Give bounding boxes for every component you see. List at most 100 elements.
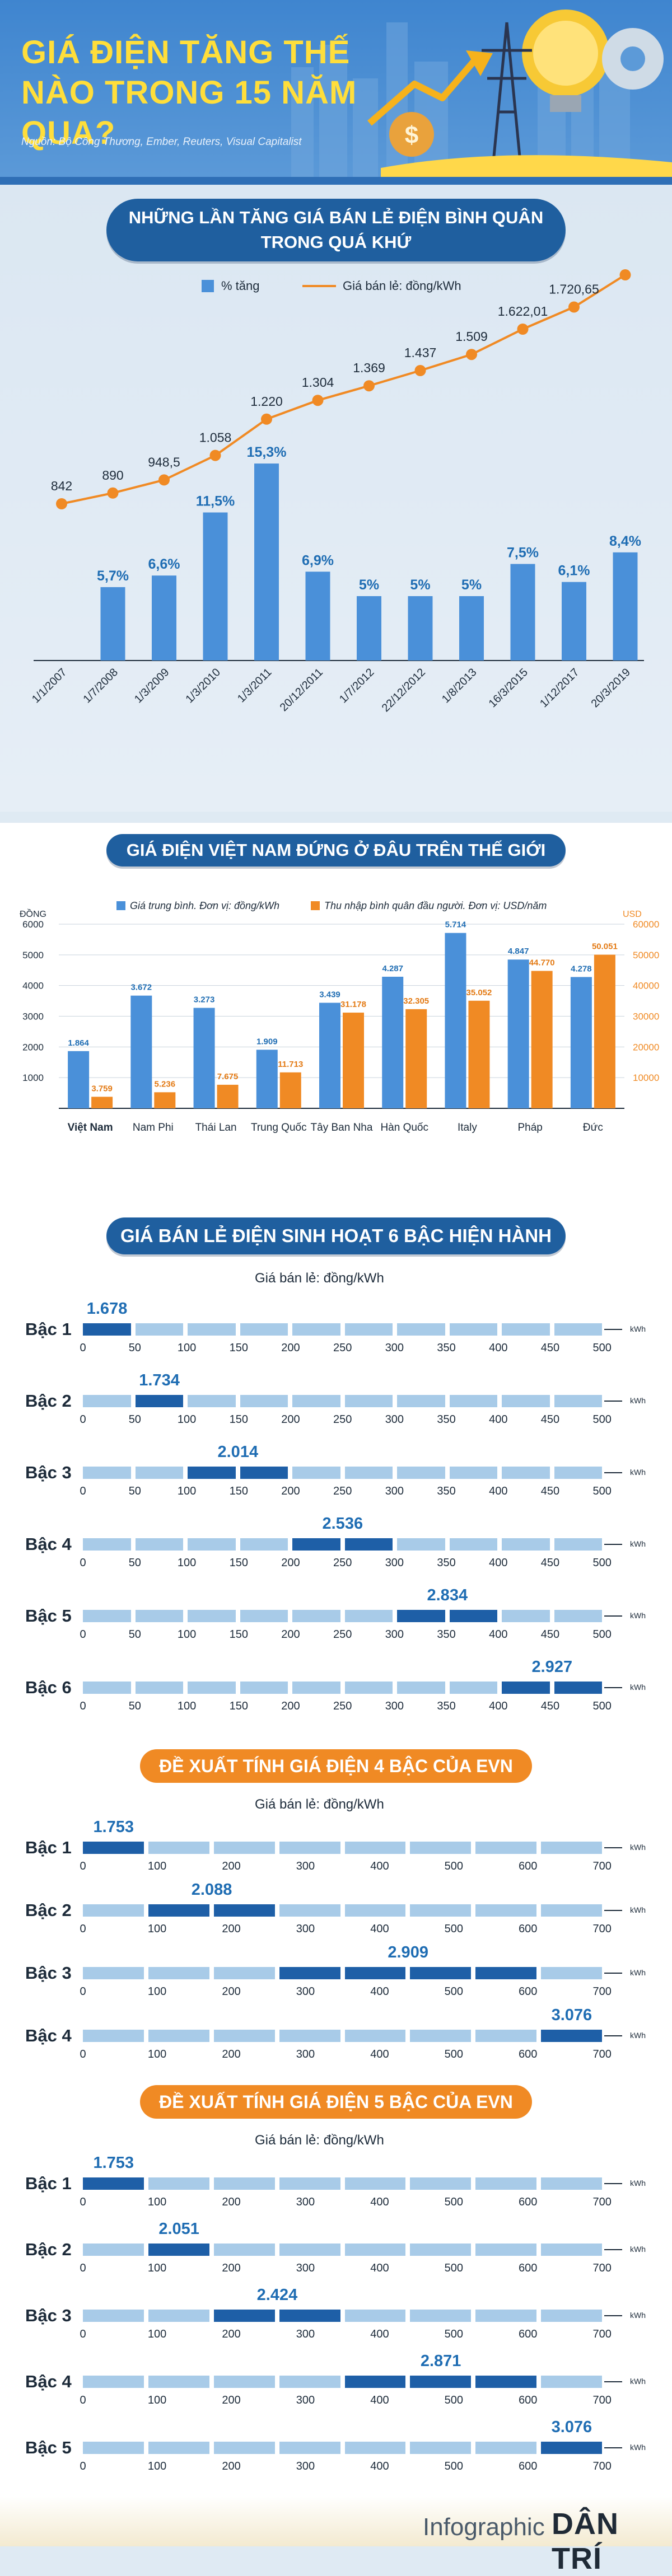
x-tick-label: Italy <box>458 1122 477 1134</box>
tier-label: Bậc 4 <box>25 1534 72 1554</box>
bar-label-income: 32.305 <box>403 996 429 1006</box>
tier-tick: 250 <box>333 1628 352 1641</box>
tier-tick: 0 <box>80 2048 86 2060</box>
unit-label-4tier: Giá bán lẻ: đồng/kWh <box>255 1797 384 1812</box>
tier-segment <box>240 1323 288 1336</box>
right-tick-label: 50000 <box>633 950 659 961</box>
tier-tick: 400 <box>370 2394 389 2406</box>
tier-segment <box>502 1395 550 1407</box>
section5-bg <box>0 2077 672 2497</box>
tier-tick: 300 <box>296 2048 315 2060</box>
tier-segment <box>135 1610 183 1622</box>
unit-label-5tier: Giá bán lẻ: đồng/kWh <box>255 2133 384 2148</box>
x-tick-label: Việt Nam <box>68 1122 113 1134</box>
legend-label-price: Giá bán lẻ: đồng/kWh <box>343 279 461 293</box>
tier-segment <box>475 2310 537 2322</box>
tier-segment <box>475 2442 537 2454</box>
tier-segment <box>83 1538 131 1551</box>
tier-bar <box>83 1610 602 1622</box>
tier-tick: 500 <box>444 1923 464 1935</box>
kwh-label: kWh <box>630 2245 646 2254</box>
tier-segment <box>502 1610 550 1622</box>
tier-tick: 100 <box>147 2394 167 2406</box>
kwh-label: kWh <box>630 1683 646 1692</box>
left-tick-label: 1000 <box>22 1072 44 1083</box>
tier-segment-active <box>240 1467 288 1479</box>
section-title-history: NHỮNG LẦN TĂNG GIÁ BÁN LẺ ĐIỆN BÌNH QUÂN… <box>106 199 566 261</box>
tier-tick: 100 <box>147 2328 167 2340</box>
right-tick-label: 40000 <box>633 981 659 991</box>
tier-segment <box>148 2177 209 2190</box>
tier-segment <box>502 1538 550 1551</box>
section-title-4tier: ĐỀ XUẤT TÍNH GIÁ ĐIỆN 4 BẬC CỦA EVN <box>140 1749 532 1783</box>
tier-tick: 0 <box>80 1628 86 1641</box>
left-tick-label: 4000 <box>22 981 44 991</box>
price-label: 1.220 <box>250 394 283 409</box>
legend-label-income: Thu nhập bình quân đầu người. Đơn vị: US… <box>324 900 547 911</box>
bar-label-percent: 5% <box>359 577 379 593</box>
tier-segment-active <box>213 2310 275 2322</box>
price-point <box>619 269 631 281</box>
tier-tick: 500 <box>444 2048 464 2060</box>
bar-label-price: 4.287 <box>382 964 403 973</box>
bar-price <box>319 1003 340 1108</box>
tier-tick: 0 <box>80 2460 86 2472</box>
tier-tick: 250 <box>333 1413 352 1426</box>
svg-text:$: $ <box>405 121 418 149</box>
tier-segment <box>148 1842 209 1854</box>
tier-segment <box>397 1467 445 1479</box>
tier-tick: 100 <box>177 1342 197 1354</box>
bar-label-price: 3.273 <box>194 995 215 1005</box>
tier-segment <box>83 1904 144 1917</box>
tier-tick: 500 <box>592 1557 612 1569</box>
bar-label-income: 50.051 <box>592 942 618 952</box>
tier-tick: 100 <box>147 2196 167 2208</box>
axis-arrow <box>604 1615 622 1617</box>
x-tick-label: 1/7/2012 <box>337 666 377 706</box>
tier-label: Bậc 4 <box>25 2372 72 2391</box>
bar-label-income: 35.052 <box>466 988 492 997</box>
x-tick-label: 1/3/2010 <box>183 666 223 706</box>
tier-label: Bậc 1 <box>25 1838 72 1857</box>
tier-segment <box>541 2310 602 2322</box>
tier-tick: 700 <box>592 2048 612 2060</box>
tier-segment <box>410 2442 472 2454</box>
axis-arrow <box>604 1329 622 1330</box>
tier-segment <box>148 1967 209 1979</box>
tier-segment <box>148 2310 209 2322</box>
price-label: 1.720,65 <box>549 282 599 297</box>
tier-tick: 600 <box>519 2328 538 2340</box>
bar-label-price: 4.278 <box>571 964 592 973</box>
bar-percent <box>357 596 381 661</box>
tier-tick: 50 <box>128 1413 141 1426</box>
tier-label: Bậc 6 <box>25 1678 72 1697</box>
tier-tick: 100 <box>177 1628 197 1641</box>
tier-label: Bậc 2 <box>25 1900 72 1920</box>
tier-price: 3.076 <box>551 2006 592 2024</box>
tier-tick: 350 <box>437 1557 456 1569</box>
tier-segment <box>397 1323 445 1336</box>
axis-arrow <box>604 1472 622 1473</box>
tier-price: 2.909 <box>388 1943 428 1961</box>
price-label: 1.058 <box>199 430 232 445</box>
tier-tick: 350 <box>437 1342 456 1354</box>
tier-bar <box>83 2376 602 2388</box>
tier-tick: 500 <box>592 1413 612 1426</box>
kwh-label: kWh <box>630 2311 646 2320</box>
tier-price: 1.734 <box>139 1371 180 1389</box>
bar-price <box>256 1050 278 1108</box>
bar-label-price: 1.864 <box>68 1038 89 1048</box>
tier-tick: 150 <box>229 1557 248 1569</box>
tier-tick: 500 <box>592 1628 612 1641</box>
bar-price <box>507 959 529 1108</box>
tier-bar <box>83 1967 602 1979</box>
kwh-label: kWh <box>630 2443 646 2452</box>
tier-tick: 700 <box>592 2196 612 2208</box>
legend-swatch-price <box>116 901 125 910</box>
tier-tick: 100 <box>147 1860 167 1872</box>
tier-tick: 0 <box>80 1413 86 1426</box>
x-tick-label: 22/12/2012 <box>380 666 428 714</box>
kwh-label: kWh <box>630 1468 646 1477</box>
tier-segment-active <box>554 1682 602 1694</box>
tier-tick: 150 <box>229 1700 248 1712</box>
